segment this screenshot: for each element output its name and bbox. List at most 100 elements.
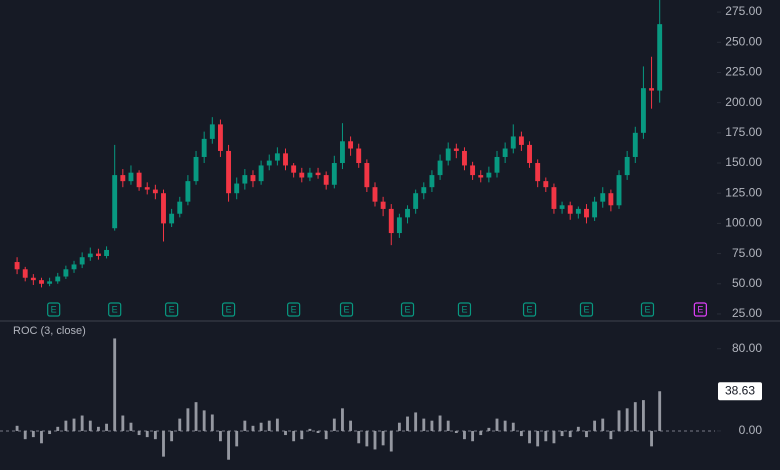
roc-bar bbox=[202, 410, 206, 431]
earnings-label: E bbox=[527, 304, 533, 314]
earnings-marker bbox=[400, 302, 415, 317]
y-tick-label: 175.00 bbox=[725, 125, 762, 139]
roc-bar bbox=[528, 430, 531, 444]
candle-body bbox=[551, 187, 557, 209]
candle-body bbox=[104, 249, 109, 256]
roc-bar bbox=[609, 430, 613, 440]
roc-bar bbox=[210, 414, 214, 431]
roc-bar bbox=[324, 430, 328, 440]
candle-body bbox=[299, 172, 305, 178]
y-tick-label: 25.00 bbox=[732, 306, 762, 320]
candle-body bbox=[584, 208, 589, 218]
roc-bar bbox=[560, 430, 564, 437]
candle-body bbox=[193, 156, 199, 182]
candle-body bbox=[217, 124, 223, 151]
y-tick-label: 225.00 bbox=[725, 65, 762, 79]
earnings-marker bbox=[339, 302, 354, 317]
candle-body bbox=[234, 183, 240, 194]
roc-bar bbox=[349, 420, 353, 431]
candle-body bbox=[120, 175, 126, 182]
candle-body bbox=[364, 163, 370, 188]
candle-body bbox=[39, 280, 44, 284]
earnings-marker bbox=[693, 302, 707, 317]
candle-body bbox=[567, 205, 573, 214]
roc-bar bbox=[300, 430, 304, 440]
candle-body bbox=[396, 217, 402, 234]
candle-body bbox=[177, 201, 183, 214]
candle-body bbox=[388, 208, 394, 234]
roc-bar bbox=[365, 430, 369, 447]
candle-body bbox=[616, 175, 622, 206]
roc-bar bbox=[641, 400, 645, 431]
roc-bar bbox=[414, 412, 418, 431]
roc-bar bbox=[341, 408, 344, 431]
candle-body bbox=[518, 136, 524, 145]
roc-bar bbox=[251, 425, 255, 431]
roc-bar bbox=[601, 418, 605, 431]
candle-body bbox=[266, 160, 272, 166]
candle-body bbox=[112, 175, 118, 229]
candle-body bbox=[624, 156, 630, 176]
candle-body bbox=[486, 172, 492, 178]
earnings-marker bbox=[640, 302, 655, 317]
earnings-label: E bbox=[344, 304, 350, 314]
roc-bar bbox=[544, 430, 548, 442]
last-value-box bbox=[718, 382, 762, 401]
roc-bar bbox=[479, 430, 483, 436]
candle-body bbox=[478, 175, 484, 178]
roc-bar bbox=[243, 420, 247, 431]
roc-bar bbox=[519, 430, 523, 437]
candle-body bbox=[575, 208, 581, 214]
candle-body bbox=[71, 264, 77, 270]
roc-bar bbox=[463, 430, 466, 440]
candle-body bbox=[380, 201, 386, 209]
candle-body bbox=[55, 276, 61, 282]
roc-bar bbox=[31, 430, 35, 438]
roc-bar bbox=[40, 430, 43, 444]
earnings-label: E bbox=[405, 304, 411, 314]
roc-bar bbox=[153, 430, 157, 440]
roc-bar bbox=[568, 430, 572, 438]
candle-body bbox=[161, 193, 166, 224]
roc-bar bbox=[194, 402, 198, 431]
candle-body bbox=[331, 163, 337, 185]
earnings-label: E bbox=[697, 304, 703, 314]
earnings-marker bbox=[165, 302, 179, 317]
roc-bar bbox=[511, 422, 515, 431]
roc-bar bbox=[357, 430, 361, 444]
candle-body bbox=[356, 148, 362, 164]
candle-body bbox=[128, 172, 134, 182]
candle-body bbox=[283, 153, 288, 166]
candle-body bbox=[453, 148, 459, 151]
earnings-marker bbox=[522, 302, 537, 317]
earnings-label: E bbox=[169, 304, 175, 314]
roc-bar bbox=[23, 430, 27, 440]
roc-bar bbox=[227, 430, 230, 460]
earnings-label: E bbox=[112, 304, 118, 314]
candle-body bbox=[14, 262, 20, 270]
roc-bar bbox=[471, 430, 475, 442]
candle-body bbox=[494, 156, 500, 173]
candle-body bbox=[274, 153, 280, 161]
candle-body bbox=[307, 172, 313, 178]
candle-body bbox=[535, 163, 541, 182]
indicator-title: ROC (3, close) bbox=[13, 325, 86, 337]
earnings-label: E bbox=[583, 304, 589, 314]
earnings-label: E bbox=[51, 304, 57, 314]
roc-bar bbox=[397, 422, 401, 431]
roc-bar bbox=[64, 420, 68, 431]
candle-body bbox=[169, 213, 175, 224]
roc-bar bbox=[97, 426, 100, 431]
candle-body bbox=[649, 88, 654, 91]
roc-bar bbox=[113, 338, 117, 431]
roc-bar bbox=[438, 415, 442, 431]
roc-bar bbox=[373, 430, 377, 450]
roc-bar bbox=[275, 418, 279, 431]
earnings-label: E bbox=[644, 304, 650, 314]
candle-body bbox=[372, 187, 378, 202]
candle-body bbox=[421, 187, 427, 194]
y-tick-label: 100.00 bbox=[725, 216, 762, 230]
candle-body bbox=[632, 132, 638, 157]
candle-body bbox=[429, 175, 435, 188]
